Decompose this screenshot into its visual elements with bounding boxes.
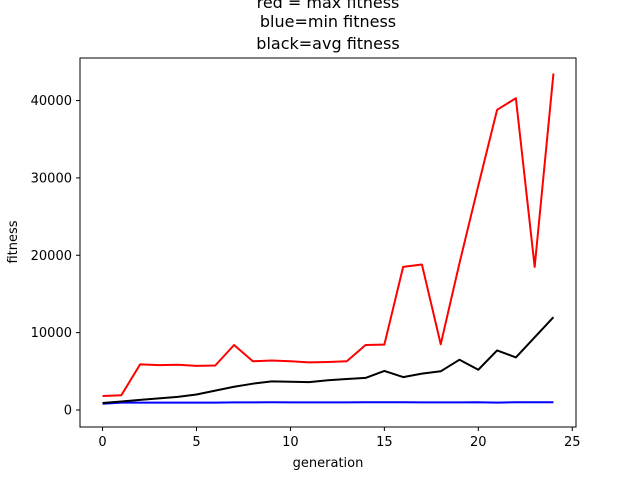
x-tick-label: 5 [192, 435, 200, 450]
plot-frame [79, 57, 577, 428]
chart-title-line-1: red = max fitness [257, 0, 400, 12]
chart-title-line-2: blue=min fitness [260, 12, 396, 31]
y-tick-label: 0 [64, 403, 72, 418]
chart-title-line-3: black=avg fitness [256, 34, 399, 53]
y-tick-label: 30000 [31, 171, 72, 186]
ticks-layer: 0 5 10 15 20 25 0 10000 20000 30000 40000 [31, 94, 581, 450]
series-layer [102, 73, 555, 405]
y-tick-label: 10000 [31, 326, 72, 341]
y-tick-label: 20000 [31, 249, 72, 264]
x-axis-label: generation [293, 456, 364, 471]
x-tick-label: 10 [282, 435, 299, 450]
series-line-max-fitness [102, 73, 555, 398]
series-line-avg-fitness [102, 316, 555, 405]
x-tick-label: 20 [470, 435, 487, 450]
series-line-min-fitness [102, 401, 554, 405]
y-tick-label: 40000 [31, 94, 72, 109]
x-tick-label: 0 [98, 435, 106, 450]
x-tick-label: 15 [376, 435, 393, 450]
y-axis-label: fitness [6, 220, 21, 263]
x-tick-label: 25 [564, 435, 581, 450]
